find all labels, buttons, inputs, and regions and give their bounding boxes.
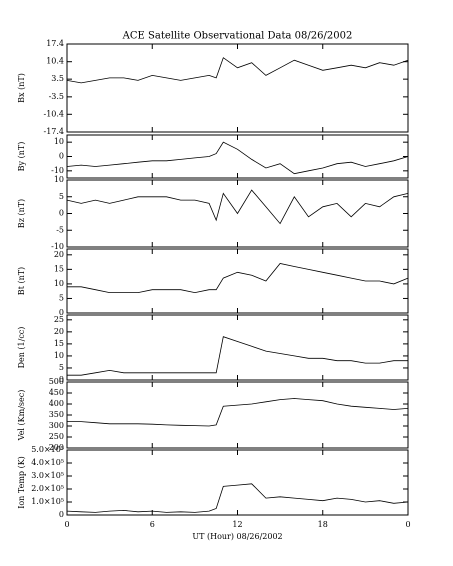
x-tick-label: 12 [232,520,242,529]
data-line [67,398,409,427]
y-tick-label: 5.0×10⁵ [31,445,64,454]
data-line [66,141,409,175]
data-line [67,263,409,294]
y-tick-label: 20 [54,327,64,336]
y-tick-label: 10.4 [46,57,64,66]
y-tick-label: 25 [54,315,64,324]
y-tick-label: 0 [59,152,64,161]
y-tick-label: -3.5 [49,92,64,101]
panel-frame [66,248,409,314]
y-tick-label: 500 [49,377,64,386]
y-tick-label: 0 [59,375,64,384]
panel-frame [66,381,409,449]
y-tick-label: 15 [54,339,64,348]
y-tick-label: 10 [54,175,64,184]
y-tick-label: 5 [59,293,64,302]
y-tick-label: 300 [49,421,64,430]
y-tick-label: 0 [59,209,64,218]
y-tick-label: -5 [56,225,64,234]
y-tick-label: -17.4 [43,127,64,136]
y-tick-label: -10 [51,242,64,251]
x-tick-label: 18 [318,520,328,529]
y-tick-label: 250 [49,432,64,441]
y-tick-label: -10 [51,166,64,175]
data-line [66,189,409,225]
y-axis-label: Bt (nT) [17,267,26,295]
y-tick-label: 17.4 [46,39,64,48]
y-tick-label: 10 [54,279,64,288]
y-tick-label: 4.0×10⁵ [31,458,64,467]
y-tick-label: 0 [59,510,64,519]
y-tick-label: 3.5 [51,74,64,83]
x-axis-label: UT (Hour) 08/26/2002 [192,532,282,541]
y-tick-label: 0 [59,308,64,317]
y-tick-label: 5 [59,363,64,372]
y-axis-label: Bz (nT) [17,199,26,228]
y-axis-label: Vel (Km/sec) [17,390,26,442]
data-line [66,57,409,84]
data-line [66,483,409,513]
y-tick-label: 3.0×10⁵ [31,471,64,480]
panel-frame [66,134,409,179]
y-tick-label: 350 [49,410,64,419]
y-axis-label: Ion Temp (K) [17,456,26,509]
y-tick-label: 1.0×10⁵ [31,497,64,506]
panel-frame [66,314,409,381]
y-axis-label: Bx (nT) [17,73,26,103]
y-axis-label: By (nT) [17,142,26,172]
y-tick-label: 400 [49,399,64,408]
data-line [67,336,408,376]
y-tick-label: 450 [49,388,64,397]
y-tick-label: 200 [49,443,64,452]
y-tick-label: 5 [59,192,64,201]
y-tick-label: 15 [54,264,64,273]
chart-title: ACE Satellite Observational Data 08/26/2… [122,31,353,42]
y-axis-label: Den (1/cc) [17,327,26,369]
x-tick-label: 6 [150,520,155,529]
y-tick-label: -10.4 [43,109,64,118]
y-tick-label: 10 [54,351,64,360]
y-tick-label: 2.0×10⁵ [31,484,64,493]
panel-frame [66,43,409,133]
y-tick-label: 20 [54,250,64,259]
x-tick-label: 0 [405,520,410,529]
x-tick-label: 0 [64,520,69,529]
y-tick-label: 10 [54,137,64,146]
panel-frame [66,449,409,516]
